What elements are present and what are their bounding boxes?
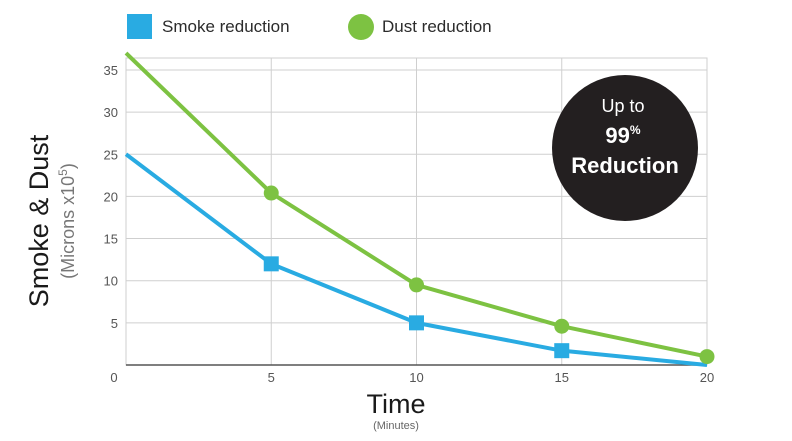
y-axis-subtitle-group: (Microns x105) xyxy=(56,163,78,279)
dust-data-point xyxy=(699,349,715,365)
y-axis-title: Smoke & Dust xyxy=(24,134,54,307)
badge-circle xyxy=(552,75,698,221)
badge-line-2: 99% xyxy=(605,123,640,148)
y-tick-label: 30 xyxy=(104,105,118,120)
smoke-data-point xyxy=(554,343,570,359)
y-tick-label: 20 xyxy=(104,189,118,204)
y-tick-label: 15 xyxy=(104,232,118,247)
y-axis-subtitle-suffix: ) xyxy=(58,163,78,169)
y-axis-subtitle-exponent: 5 xyxy=(56,169,70,176)
x-axis-title: Time xyxy=(367,389,426,419)
dust-data-point xyxy=(409,277,424,293)
y-tick-label: 10 xyxy=(104,274,118,289)
legend-swatch-dust xyxy=(348,14,374,40)
tick-labels: 5 10 15 20 25 30 35 0 5 10 15 20 xyxy=(104,63,715,385)
legend-swatch-smoke xyxy=(127,14,152,39)
x-tick-label: 10 xyxy=(409,370,423,385)
y-tick-label: 5 xyxy=(111,316,118,331)
dust-data-point xyxy=(554,318,570,334)
badge-line-1: Up to xyxy=(601,96,644,116)
smoke-data-point xyxy=(263,256,279,272)
y-axis-title-group: Smoke & Dust xyxy=(24,134,54,307)
legend: Smoke reduction Dust reduction xyxy=(127,14,492,40)
reduction-badge: Up to 99% Reduction xyxy=(552,75,698,221)
x-tick-label: 20 xyxy=(700,370,714,385)
legend-label-smoke: Smoke reduction xyxy=(162,17,290,36)
y-tick-label: 35 xyxy=(104,63,118,78)
y-axis-subtitle: (Microns x105) xyxy=(56,163,78,279)
badge-percent-value: 99 xyxy=(605,123,629,148)
x-tick-label: 5 xyxy=(268,370,275,385)
series-layer xyxy=(124,51,715,367)
legend-label-dust: Dust reduction xyxy=(382,17,492,36)
badge-percent-sign: % xyxy=(630,123,641,137)
x-tick-label: 15 xyxy=(555,370,569,385)
x-axis-subtitle: (Minutes) xyxy=(373,420,419,432)
dust-data-point xyxy=(263,185,279,201)
smoke-data-point xyxy=(409,315,424,331)
y-axis-subtitle-prefix: (Microns x10 xyxy=(58,176,78,279)
x-tick-label: 0 xyxy=(110,370,117,385)
y-tick-label: 25 xyxy=(104,147,118,162)
badge-line-3: Reduction xyxy=(571,153,679,178)
